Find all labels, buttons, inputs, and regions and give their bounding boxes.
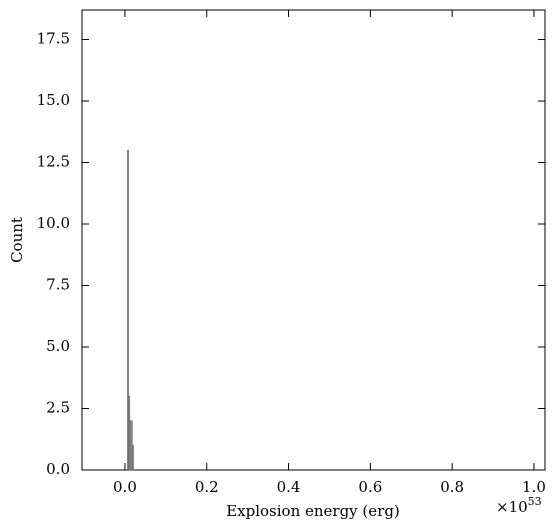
x-axis-label: Explosion energy (erg) (226, 502, 400, 520)
plot-frame (81, 9, 546, 471)
y-axis-label: Count (8, 217, 26, 263)
x-offset-exponent: 53 (528, 495, 542, 508)
x-tick-label: 0.8 (440, 478, 464, 496)
x-tick-label: 0.2 (195, 478, 219, 496)
histogram-bar (127, 149, 129, 471)
y-tick-label: 17.5 (37, 30, 70, 48)
y-tick-label: 12.5 (37, 153, 70, 171)
x-tick-label: 1.0 (522, 478, 546, 496)
x-tick-label: 0.4 (277, 478, 301, 496)
y-tick-label: 2.5 (46, 399, 70, 417)
y-tick-label: 0.0 (46, 460, 70, 478)
x-offset-text: ×1053 (496, 495, 542, 516)
y-tick-label: 5.0 (46, 337, 70, 355)
y-tick-label: 15.0 (37, 91, 70, 109)
x-tick-label: 0.6 (358, 478, 382, 496)
histogram-bar (132, 445, 134, 471)
y-tick-label: 7.5 (46, 276, 70, 294)
x-offset-base: ×10 (496, 498, 528, 516)
y-tick-label: 10.0 (37, 214, 70, 232)
x-tick-label: 0.0 (113, 478, 137, 496)
